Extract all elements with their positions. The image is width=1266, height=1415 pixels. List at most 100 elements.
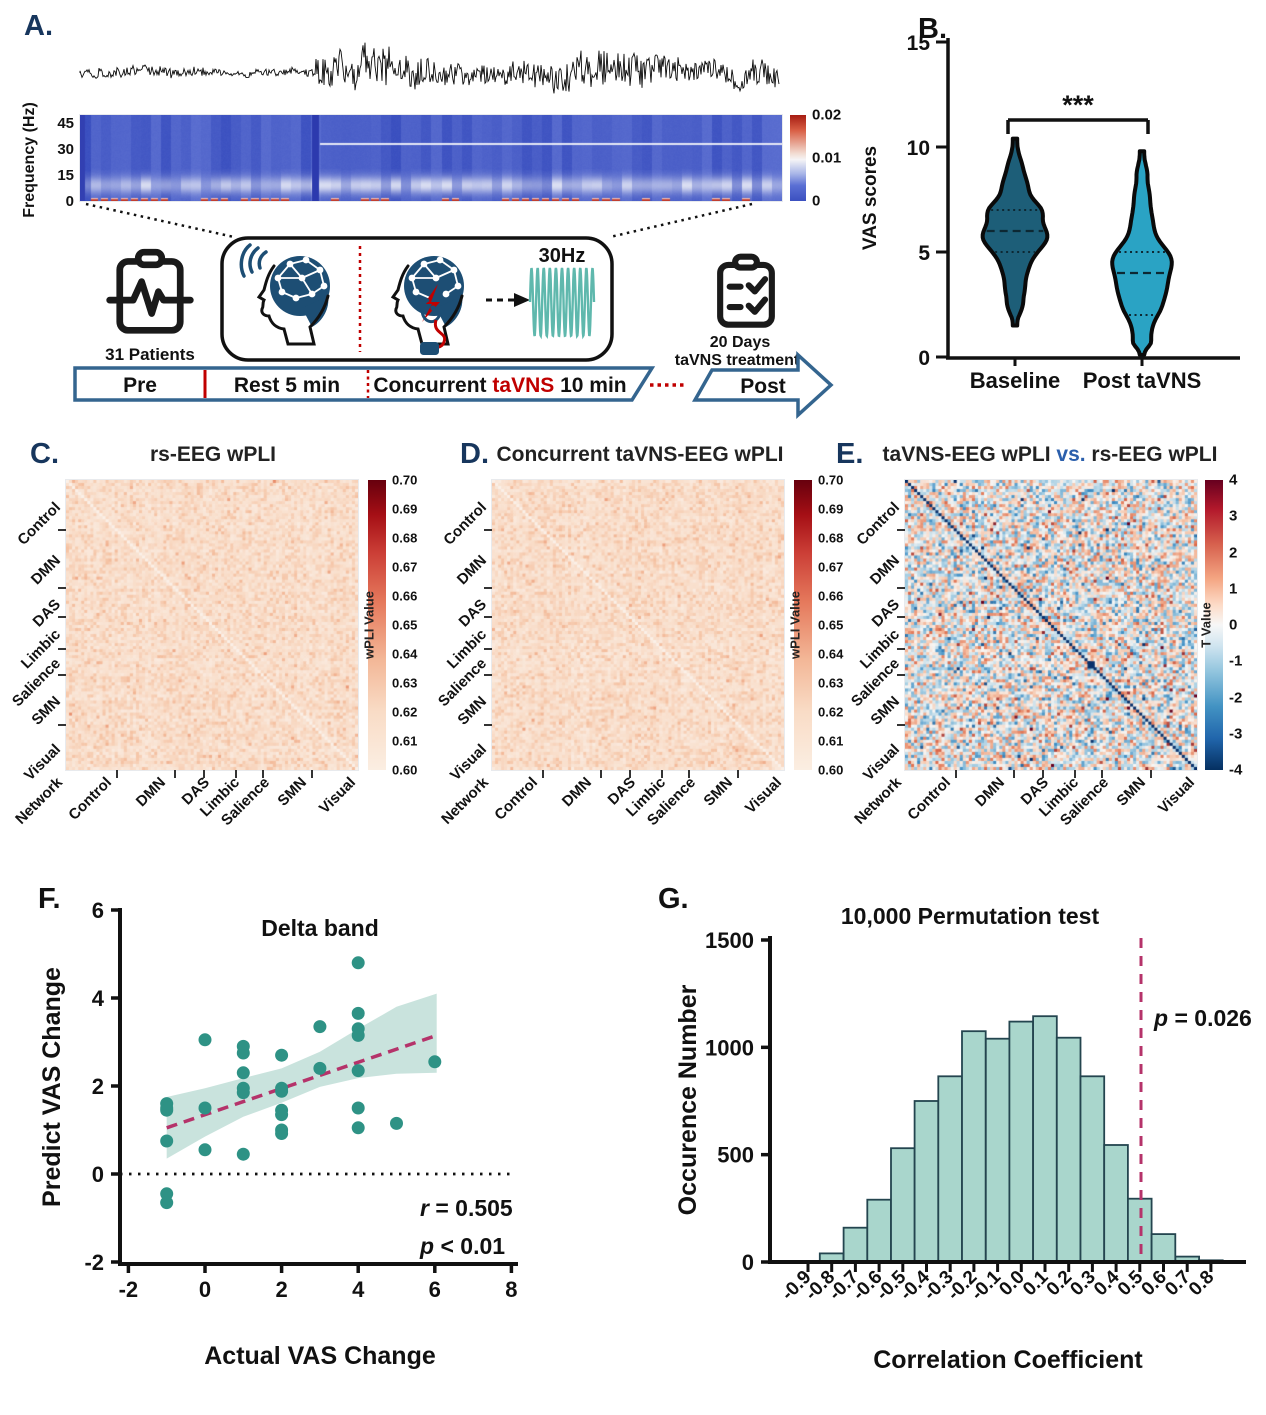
checklist-clipboard-icon <box>717 253 775 328</box>
violin-y-tick-label: 0 <box>918 347 930 370</box>
histogram-bar <box>1055 1036 1082 1263</box>
heatmap-ytick <box>58 648 66 651</box>
histogram-bar <box>866 1198 892 1263</box>
scatter-point <box>275 1048 289 1062</box>
colorbar-tick-label: 0.67 <box>818 559 844 575</box>
scatter-ylabel: Predict VAS Change <box>38 967 66 1207</box>
heatmap-xtick <box>1074 770 1077 778</box>
heatmap-ytick <box>58 587 66 590</box>
network-xlabel-smn: SMN <box>274 774 311 810</box>
scatter-point <box>198 1143 212 1157</box>
heatmap-xtick <box>1150 770 1153 778</box>
colorbar-tick-label: 0.64 <box>392 646 418 662</box>
heatmap-ytick <box>897 723 905 726</box>
colorbar-tick-label: 0.70 <box>392 472 418 488</box>
r-annotation: r = 0.505 <box>420 1195 513 1221</box>
brain-network-nodes <box>274 256 328 302</box>
network-xlabel-dmn: DMN <box>132 774 169 811</box>
scatter-x-tick-label: 0 <box>199 1277 211 1302</box>
heatmap-xtick <box>600 770 603 778</box>
scatter-point <box>390 1116 403 1130</box>
colorbar-tick-label: 0.62 <box>818 704 844 720</box>
heatmap-ytick <box>58 529 66 532</box>
histogram-bar <box>1103 1144 1129 1263</box>
panel-b-violin-plot: B. VAS scores 0 5 10 15 Baseline Post taVNS *… <box>860 13 1240 393</box>
eeg-spectrogram-canvas <box>79 114 783 202</box>
histogram-bar <box>984 1037 1011 1263</box>
heatmap-xtick <box>1100 770 1103 778</box>
connector-dotted-left <box>85 202 235 239</box>
wpli-colorbar-d <box>794 480 812 770</box>
violin-shapes <box>980 136 1174 357</box>
rs-eeg-wpli-heatmap <box>65 479 359 771</box>
heatmap-ytick <box>897 587 905 590</box>
network-xlabel-smn: SMN <box>700 774 737 810</box>
violin-axes: 0 5 10 15 Baseline Post taVNS <box>907 32 1240 393</box>
violin-y-tick-label: 15 <box>907 32 931 55</box>
colorbar-tick-label: -1 <box>1229 652 1243 670</box>
spectrogram-ytick-label: 45 <box>57 115 74 132</box>
scatter-x-tick-label: 6 <box>429 1277 441 1302</box>
colorbar-tick-label: 0.63 <box>818 675 844 691</box>
violin-category-label: Post taVNS <box>1083 368 1202 393</box>
heatmap-xtick <box>115 770 118 778</box>
tvalue-colorbar <box>1205 480 1223 770</box>
spectrogram-ytick-label: 15 <box>57 167 74 184</box>
ecg-clipboard-icon <box>106 248 194 334</box>
network-ylabel-dmn: DMN <box>866 552 904 589</box>
timeline-pre-label: Pre <box>123 374 157 397</box>
spectrogram-ylabel: Frequency (Hz) <box>21 102 38 218</box>
scatter-y-tick-label: 2 <box>92 1074 104 1099</box>
colorbar-tick-label: 0.63 <box>392 675 418 691</box>
treatment-days-line1: 20 Days <box>710 334 771 351</box>
scatter-point <box>351 1064 365 1078</box>
heatmap-ytick <box>897 648 905 651</box>
scatter-plot-area: -2 0 2 4 6 -2 0 2 4 6 8 <box>84 898 518 1302</box>
scatter-point <box>236 1147 250 1161</box>
sound-wave-icon <box>257 250 268 270</box>
wpli-colorbar-label-c: wPLI Value <box>361 591 377 659</box>
stimulation-bolt-icon <box>422 284 440 322</box>
scatter-point <box>160 1134 174 1148</box>
histogram-xlabel: Correlation Coefficient <box>873 1346 1143 1374</box>
confidence-band <box>166 993 437 1159</box>
network-ylabel-dmn: DMN <box>453 552 491 589</box>
timeline-bar <box>73 366 656 402</box>
panel-e-letter: E. <box>836 438 864 470</box>
eeg-trace <box>79 42 780 94</box>
colorbar-tick-label: 0.66 <box>818 588 844 604</box>
panel-c-title: rs-EEG wPLI <box>149 443 277 466</box>
scatter-point <box>236 1086 250 1100</box>
colorbar-tick-label: 0 <box>1229 616 1238 634</box>
heatmap-xtick <box>1013 770 1016 778</box>
panel-a-graphics: Frequency (Hz) 45 30 15 0 31 Patients <box>21 42 834 419</box>
network-ylabel-das: DAS <box>455 595 491 631</box>
colorbar-tick-label: 0.65 <box>392 617 418 633</box>
network-xlabel-visual: Visual <box>741 774 785 818</box>
colorbar-tick-label: 0.60 <box>818 762 844 778</box>
spectrogram-ytick-label: 0 <box>66 193 74 210</box>
scatter-y-tick-label: 0 <box>92 1162 104 1187</box>
scatter-point <box>236 1046 250 1060</box>
histogram-y-tick-label: 1000 <box>705 1035 754 1060</box>
histogram-bar <box>913 1100 940 1263</box>
heatmap-xtick <box>311 770 314 778</box>
network-xlabel-visual: Visual <box>315 774 359 818</box>
colorbar-tick-label: 2 <box>1229 544 1238 561</box>
scatter-point <box>198 1033 212 1047</box>
heatmap-ytick <box>897 674 905 677</box>
network-ylabel-control: Control <box>14 498 65 549</box>
scatter-point <box>275 1108 289 1122</box>
network-ylabel-dmn: DMN <box>27 552 65 589</box>
significance-stars: *** <box>1062 90 1094 120</box>
histogram-title: 10,000 Permutation test <box>841 903 1100 929</box>
scatter-point <box>313 1020 327 1034</box>
colorbar-tick-label: 0.69 <box>818 501 844 517</box>
stim-frequency-label: 30Hz <box>539 245 586 267</box>
scatter-x-tick-label: 8 <box>505 1277 517 1302</box>
violin-ylabel: VAS scores <box>860 146 881 250</box>
panel-d-letter: D. <box>460 438 489 470</box>
heatmap-xtick <box>737 770 740 778</box>
histogram-plot-area: 050010001500-0.9-0.8-0.7-0.6-0.5-0.4-0.3… <box>705 928 1246 1305</box>
stimulator-device-icon <box>420 342 439 355</box>
